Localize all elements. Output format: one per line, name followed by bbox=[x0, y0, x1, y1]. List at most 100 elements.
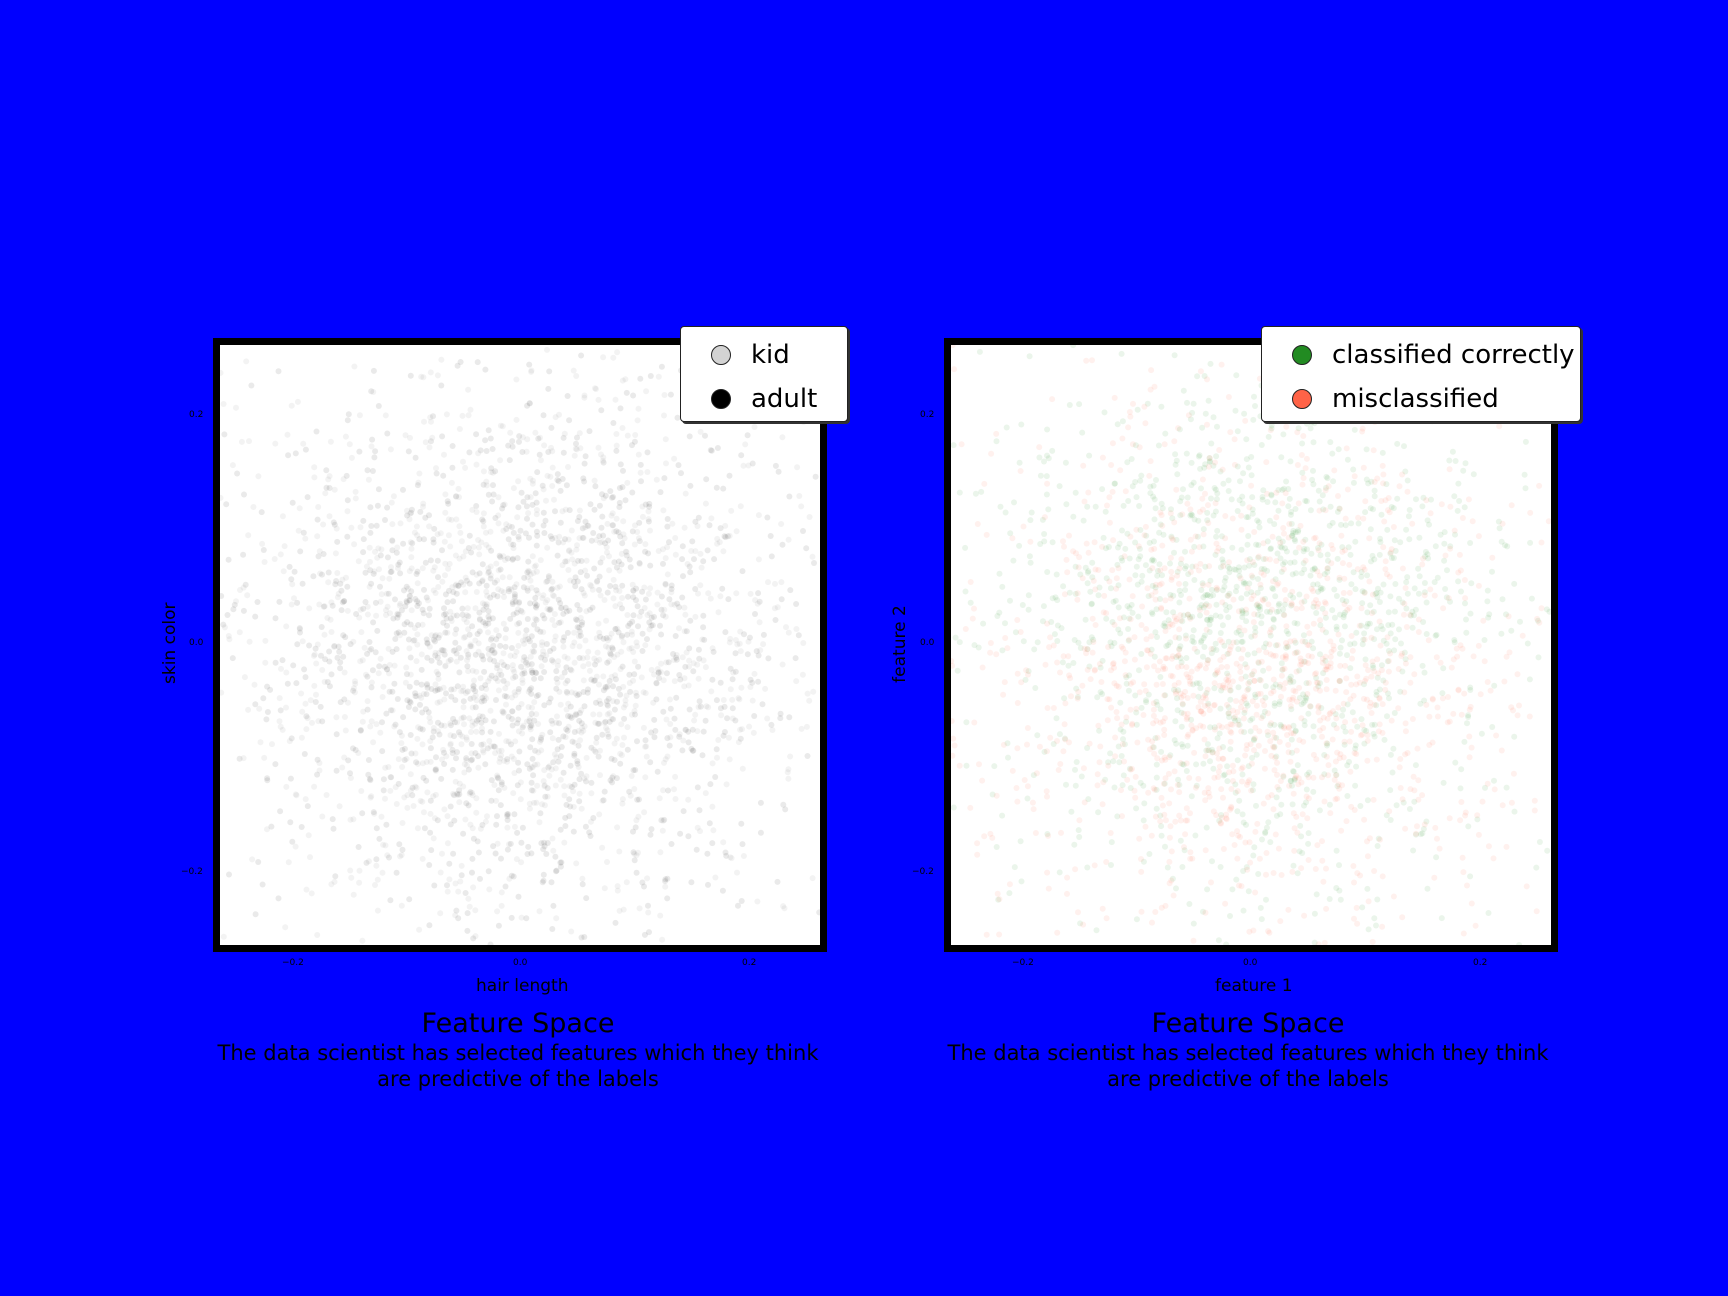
data-point bbox=[1153, 477, 1159, 483]
data-point bbox=[1420, 494, 1427, 501]
data-point bbox=[1050, 705, 1057, 711]
data-point bbox=[578, 770, 585, 777]
data-point bbox=[1243, 590, 1250, 597]
data-point bbox=[653, 476, 660, 483]
data-point bbox=[712, 774, 719, 780]
data-point bbox=[1129, 765, 1135, 772]
data-point bbox=[619, 796, 626, 803]
data-point bbox=[619, 663, 626, 670]
data-point bbox=[532, 669, 539, 676]
data-point bbox=[1197, 698, 1204, 705]
data-point bbox=[1453, 645, 1460, 652]
data-point bbox=[1302, 658, 1309, 665]
data-point bbox=[600, 354, 607, 361]
data-point bbox=[631, 850, 638, 857]
data-point bbox=[602, 492, 609, 499]
data-point bbox=[1354, 566, 1361, 573]
data-point bbox=[624, 612, 631, 618]
data-point bbox=[300, 440, 307, 447]
data-point bbox=[1131, 634, 1138, 641]
data-point bbox=[332, 581, 339, 588]
data-point bbox=[419, 606, 426, 613]
data-point bbox=[658, 660, 664, 667]
data-point bbox=[1185, 412, 1192, 419]
data-point bbox=[1279, 486, 1286, 493]
data-point bbox=[1238, 512, 1245, 519]
data-point bbox=[1217, 564, 1224, 571]
data-point bbox=[1278, 544, 1285, 551]
data-point bbox=[1508, 704, 1515, 711]
data-point bbox=[1411, 671, 1418, 678]
data-point bbox=[1370, 730, 1377, 737]
data-point bbox=[401, 587, 407, 594]
data-point bbox=[365, 771, 372, 778]
data-point bbox=[1157, 706, 1164, 713]
data-point bbox=[611, 654, 618, 660]
data-point bbox=[554, 552, 561, 559]
data-point bbox=[1112, 734, 1119, 741]
data-point bbox=[1271, 700, 1278, 707]
data-point bbox=[587, 501, 594, 508]
data-point bbox=[677, 830, 684, 837]
data-point bbox=[245, 532, 252, 539]
data-point bbox=[582, 518, 589, 525]
data-point bbox=[1276, 738, 1283, 745]
data-point bbox=[1108, 839, 1115, 846]
data-point bbox=[326, 513, 333, 520]
data-point bbox=[679, 747, 686, 754]
data-point bbox=[571, 750, 578, 757]
data-point bbox=[640, 689, 647, 696]
data-point bbox=[1128, 456, 1135, 462]
data-point bbox=[623, 552, 630, 559]
data-point bbox=[1403, 579, 1410, 586]
data-point bbox=[1117, 615, 1123, 622]
data-point bbox=[1294, 429, 1301, 436]
data-point bbox=[1273, 642, 1280, 649]
data-point bbox=[1472, 922, 1479, 929]
data-point bbox=[1124, 530, 1131, 537]
data-point bbox=[1212, 486, 1219, 493]
data-point bbox=[371, 810, 378, 817]
data-point bbox=[1470, 653, 1477, 660]
data-point bbox=[549, 578, 556, 585]
data-point bbox=[576, 710, 583, 716]
data-point bbox=[1407, 612, 1414, 619]
data-point bbox=[1437, 531, 1444, 538]
data-point bbox=[1280, 773, 1287, 780]
data-point bbox=[535, 749, 542, 756]
data-point bbox=[1237, 834, 1243, 840]
data-point bbox=[444, 622, 450, 629]
data-point bbox=[453, 907, 460, 914]
data-point bbox=[1199, 476, 1206, 483]
data-point bbox=[631, 708, 638, 714]
data-point bbox=[367, 794, 374, 801]
data-point bbox=[661, 392, 668, 398]
data-point bbox=[1206, 629, 1213, 635]
data-point bbox=[1036, 444, 1043, 451]
data-point bbox=[479, 653, 486, 660]
data-point bbox=[1442, 586, 1449, 592]
data-point bbox=[1457, 785, 1464, 792]
data-point bbox=[465, 668, 472, 675]
data-point bbox=[533, 499, 540, 506]
data-point bbox=[1333, 772, 1339, 779]
data-point bbox=[426, 512, 432, 519]
data-point bbox=[563, 706, 570, 713]
data-point bbox=[1260, 571, 1267, 578]
data-point bbox=[448, 516, 455, 523]
data-point bbox=[579, 534, 586, 541]
data-point bbox=[422, 439, 429, 446]
data-point bbox=[1187, 416, 1194, 423]
data-point bbox=[1292, 538, 1299, 544]
data-point bbox=[287, 775, 294, 782]
data-point bbox=[579, 725, 586, 731]
data-point bbox=[1197, 685, 1204, 692]
data-point bbox=[1318, 586, 1325, 593]
data-point bbox=[1070, 345, 1077, 349]
data-point bbox=[535, 692, 542, 698]
data-point bbox=[1092, 566, 1099, 573]
data-point bbox=[1338, 402, 1345, 408]
data-point bbox=[1369, 610, 1375, 617]
data-point bbox=[568, 928, 575, 935]
data-point bbox=[1079, 575, 1086, 582]
